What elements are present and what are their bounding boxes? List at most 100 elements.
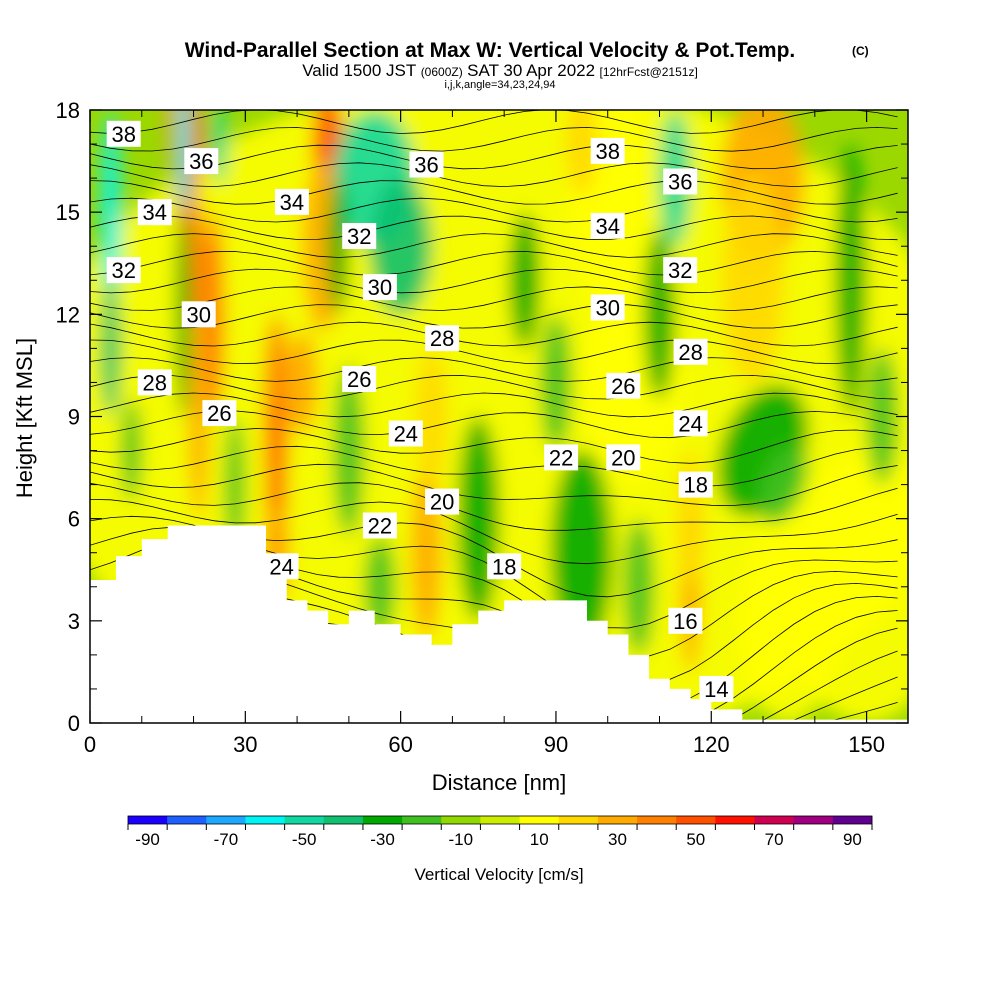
contour-label: 32 — [663, 257, 698, 284]
velocity-cell — [866, 348, 898, 485]
contour-label-text: 26 — [347, 367, 371, 392]
contour-label: 38 — [106, 120, 141, 147]
contour-label: 20 — [425, 488, 460, 515]
colorbar-tick-label: 30 — [608, 830, 627, 849]
velocity-cell — [759, 445, 808, 524]
forecast-text: [12hrFcst@2151z] — [600, 65, 698, 79]
theta-contour — [90, 268, 898, 294]
contour-label-box — [388, 420, 423, 447]
x-tick-label: 0 — [84, 732, 96, 757]
theta-contour — [90, 197, 898, 223]
valid-date: SAT 30 Apr 2022 — [467, 61, 595, 80]
contour-label: 26 — [342, 366, 377, 392]
contour-label-text: 20 — [611, 445, 635, 470]
velocity-cell — [737, 518, 841, 723]
contour-label: 18 — [678, 471, 713, 498]
colorbar-swatch — [480, 816, 520, 824]
x-tick-label: 30 — [233, 732, 257, 757]
contour-label: 20 — [606, 444, 641, 471]
contour-label-text: 36 — [189, 149, 213, 174]
contour-label: 34 — [274, 188, 309, 215]
colorbar-tick-label: 50 — [686, 830, 705, 849]
contour-label: 22 — [544, 444, 579, 471]
contour-label-box — [606, 372, 641, 399]
colorbar-swatch — [362, 816, 403, 824]
contour-label: 34 — [590, 212, 625, 239]
copyright-mark: (C) — [852, 44, 869, 58]
theta-contour — [90, 304, 898, 329]
theta-contour — [90, 215, 898, 241]
y-tick-label: 3 — [68, 609, 80, 634]
contour-label-text: 22 — [549, 445, 573, 470]
theta-contour — [90, 250, 898, 276]
contour-label-box — [590, 212, 625, 239]
contour-label-text: 30 — [595, 296, 619, 321]
theta-contour — [90, 144, 898, 170]
contour-label: 24 — [673, 410, 708, 437]
contour-label-box — [264, 553, 299, 580]
contour-label: 28 — [673, 338, 708, 365]
contour-label-box — [606, 444, 641, 471]
velocity-cell — [540, 314, 572, 451]
contour-label-box — [699, 675, 734, 702]
contour-label-text: 34 — [595, 214, 619, 239]
contour-label-text: 20 — [430, 490, 454, 515]
contour-label-box — [425, 325, 460, 352]
theta-contour — [90, 286, 898, 312]
colorbar-swatch — [245, 816, 286, 824]
contour-label: 32 — [342, 223, 377, 249]
velocity-cell — [286, 331, 318, 434]
colorbar-swatch — [323, 816, 364, 824]
valid-time-text: Valid 1500 JST (0600Z) SAT 30 Apr 2022 [… — [302, 61, 698, 80]
colorbar-swatch — [676, 816, 716, 824]
contour-label-box — [106, 257, 141, 284]
velocity-cell — [100, 280, 122, 417]
contour-label-box — [673, 338, 708, 365]
theta-contour — [90, 392, 898, 418]
velocity-cell — [328, 178, 349, 315]
x-axis-title: Distance [nm] — [432, 770, 567, 795]
velocity-cell — [188, 314, 210, 519]
contour-label: 34 — [137, 199, 172, 226]
theta-contour — [90, 428, 898, 464]
contour-label: 30 — [590, 294, 625, 321]
theta-contour — [90, 445, 898, 487]
contour-label-box — [425, 488, 460, 515]
contour-label-box — [184, 148, 219, 175]
contour-label-text: 32 — [111, 258, 135, 283]
contour-label-text: 28 — [678, 340, 702, 365]
colorbar-swatch — [793, 816, 834, 824]
contour-label-text: 32 — [347, 224, 371, 249]
colorbar-swatch — [597, 816, 638, 824]
contour-label-box — [590, 137, 625, 164]
colorbar-swatch — [715, 816, 755, 824]
colorbar-tick-label: -10 — [449, 830, 474, 849]
terrain — [90, 525, 908, 723]
colorbar-swatch — [558, 816, 599, 824]
contour-label-box — [362, 274, 397, 301]
contour-label-text: 24 — [394, 422, 418, 447]
contour-label: 36 — [184, 148, 219, 175]
colorbar-tick-label: -50 — [292, 830, 317, 849]
contour-label-box — [342, 223, 377, 249]
velocity-cell — [224, 416, 246, 553]
contour-label-box — [663, 257, 698, 284]
y-tick-label: 18 — [56, 98, 80, 123]
colorbar-tick-label: -70 — [214, 830, 239, 849]
contour-labels: 38 36 36 38 36 34 34 32 34 32 32 30 30 30 28 28 28 26 26 26… — [106, 120, 734, 702]
contour-label-text: 16 — [673, 609, 697, 634]
theta-contour — [90, 180, 898, 205]
velocity-cell — [721, 178, 784, 383]
contour-label-text: 38 — [595, 139, 619, 164]
contour-label-box — [342, 366, 377, 392]
colorbar-swatch — [167, 816, 207, 824]
contour-label: 26 — [202, 400, 237, 427]
contour-label-text: 26 — [207, 401, 231, 426]
velocity-cell — [333, 365, 365, 536]
y-tick-label: 15 — [56, 200, 80, 225]
contour-label: 38 — [590, 137, 625, 164]
contour-label: 30 — [362, 274, 397, 301]
colorbar-swatch — [637, 816, 677, 824]
contour-label-box — [106, 120, 141, 147]
